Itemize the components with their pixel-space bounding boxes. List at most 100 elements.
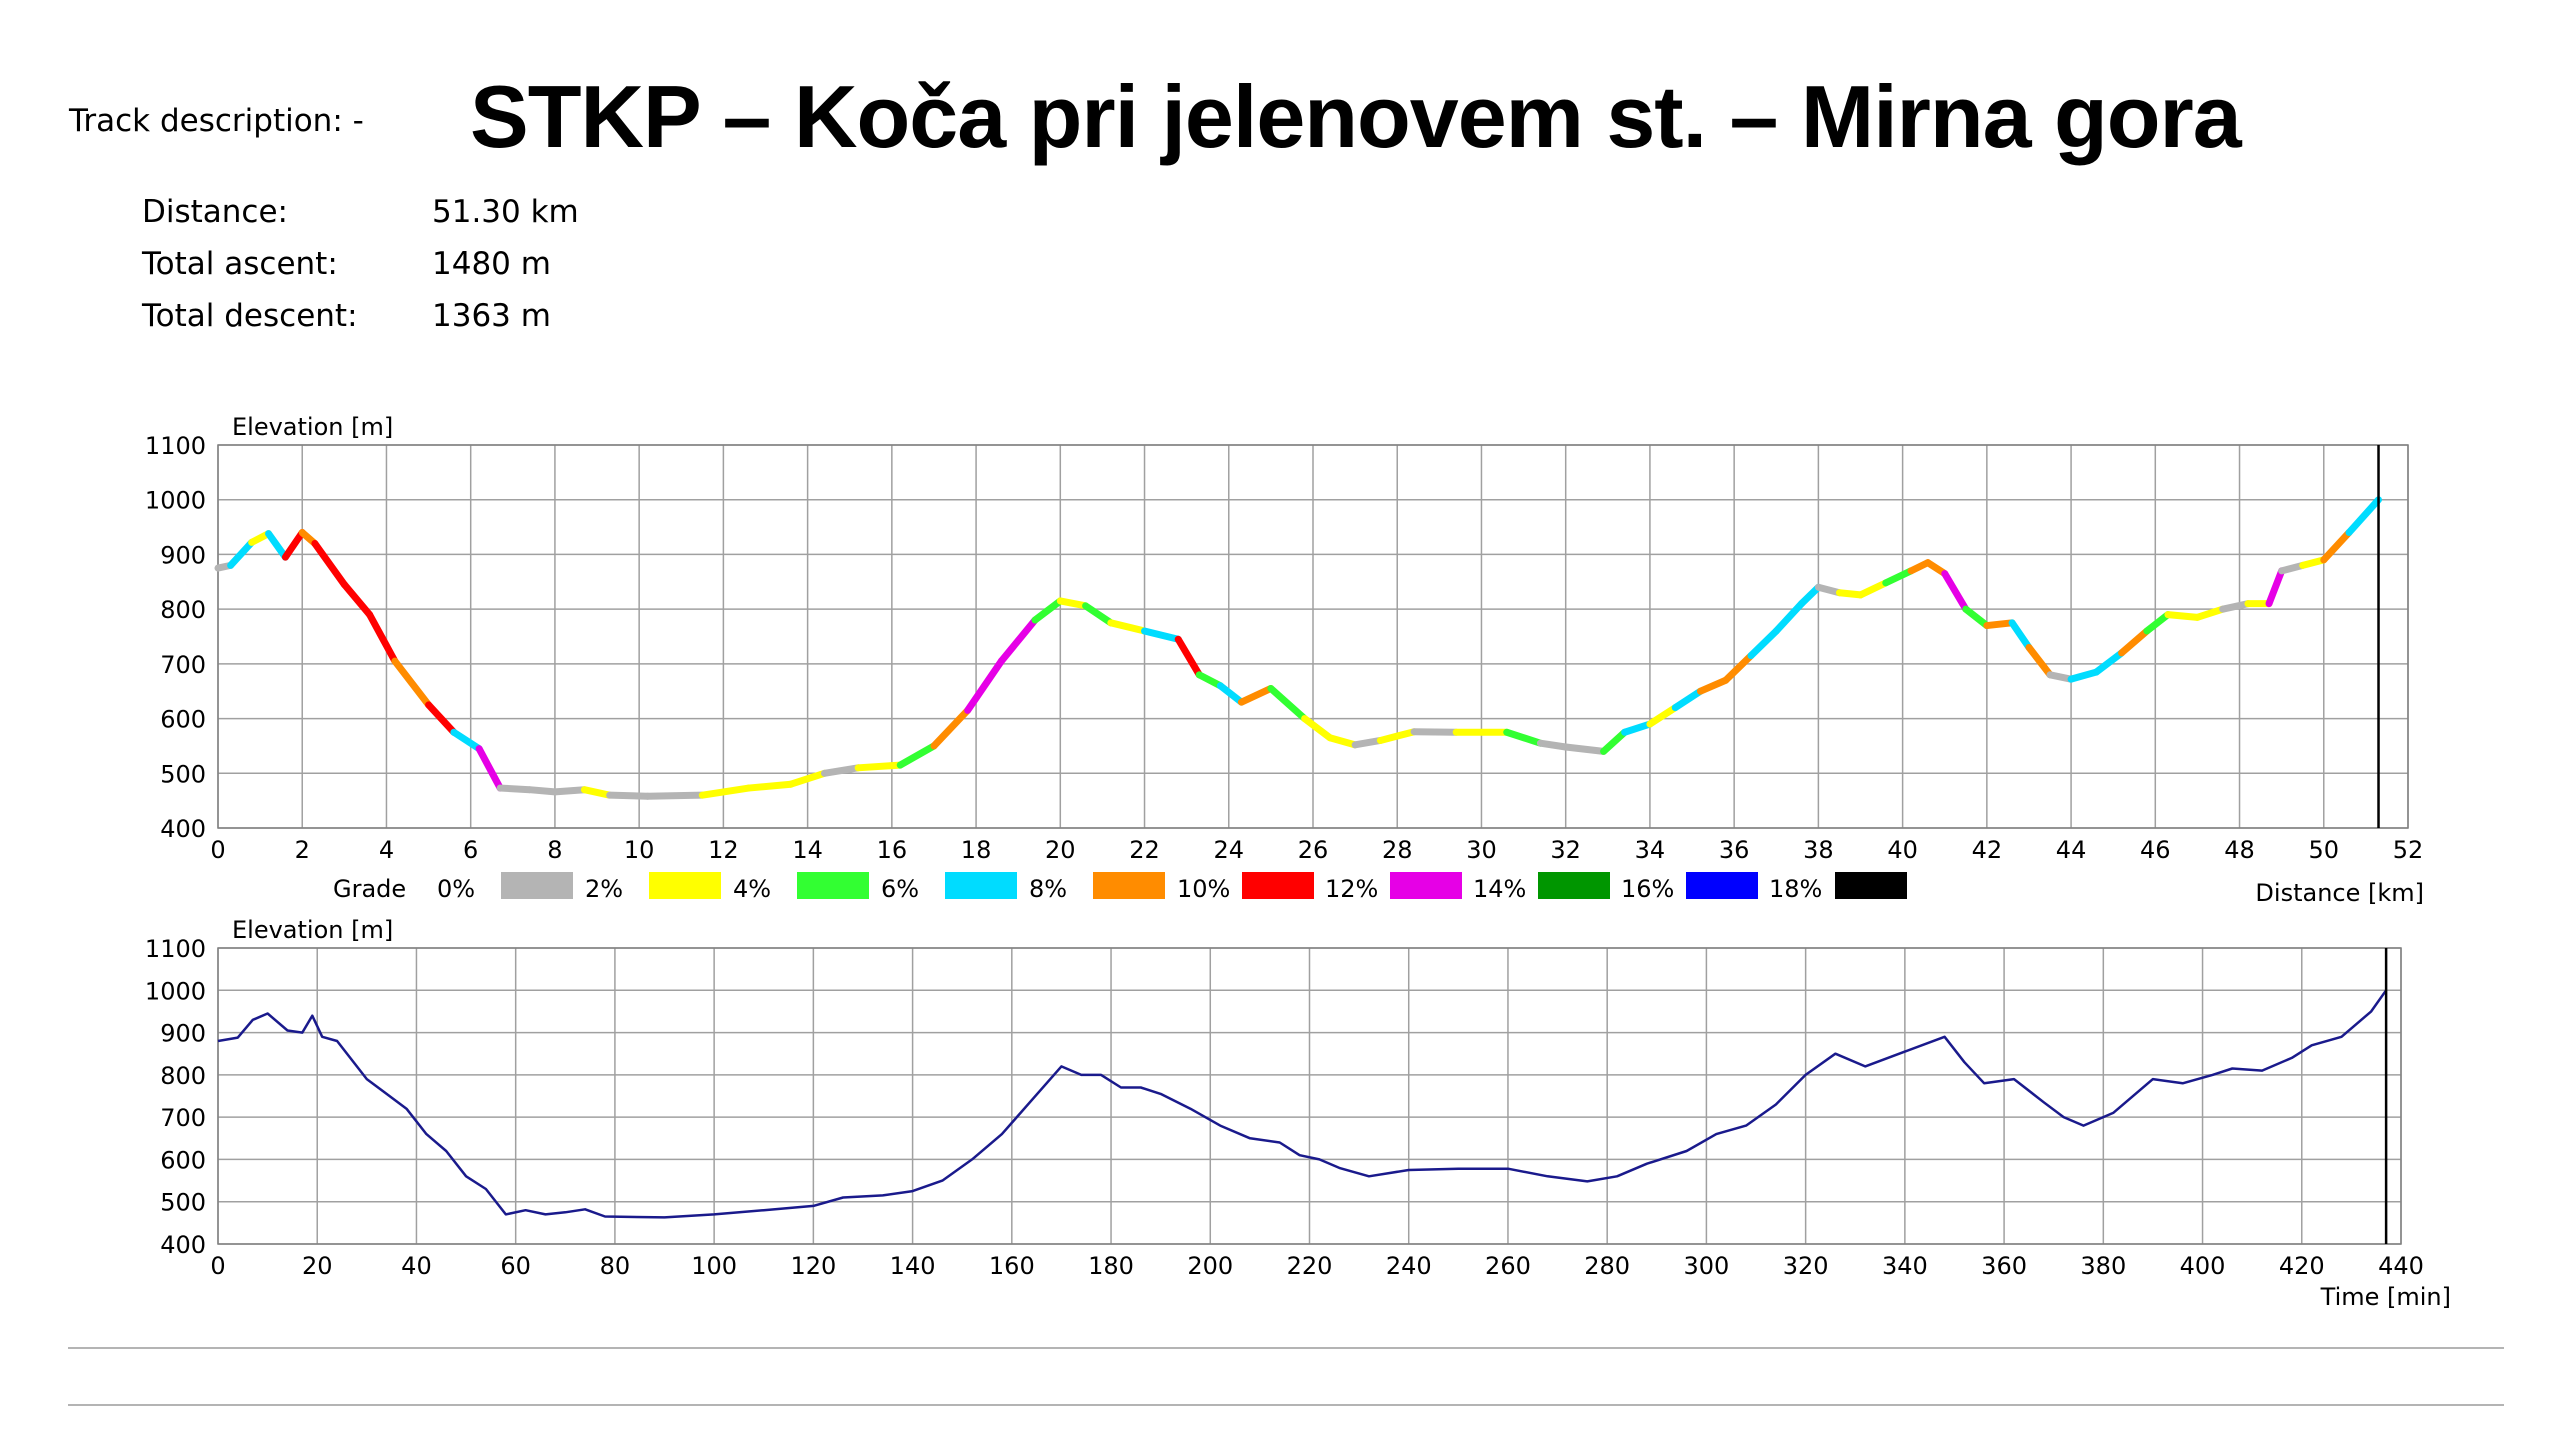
x-tick-label: 52 <box>2393 836 2424 864</box>
x-tick-label: 60 <box>500 1252 531 1280</box>
elevation-segment <box>997 616 1039 665</box>
elevation-segment <box>1195 671 1224 690</box>
elevation-segment <box>1882 567 1915 587</box>
elevation-segment <box>2345 496 2383 537</box>
legend-swatch <box>797 872 869 899</box>
x-tick-label: 12 <box>708 836 739 864</box>
y-tick-label: 900 <box>160 541 206 569</box>
x-tick-label: 30 <box>1466 836 1497 864</box>
legend-label: 4% <box>733 875 771 903</box>
x-tick-label: 46 <box>2140 836 2171 864</box>
elevation-segment <box>2278 561 2307 575</box>
elevation-segment <box>896 742 938 769</box>
legend-title: Grade <box>333 875 406 903</box>
elevation-segment <box>1941 570 1970 613</box>
elevation-segment <box>1237 684 1275 706</box>
x-tick-label: 38 <box>1803 836 1834 864</box>
x-tick-label: 420 <box>2279 1252 2325 1280</box>
stat-value: 1363 m <box>432 298 551 334</box>
x-tick-label: 140 <box>890 1252 936 1280</box>
legend-label: 18% <box>1769 875 1822 903</box>
x-tick-label: 48 <box>2224 836 2255 864</box>
y-axis-label: Elevation [m] <box>232 413 393 441</box>
x-tick-label: 14 <box>792 836 823 864</box>
elevation-segment <box>1983 619 2016 630</box>
elevation-segment <box>820 764 862 777</box>
x-tick-label: 28 <box>1382 836 1413 864</box>
y-tick-label: 800 <box>160 1062 206 1090</box>
elevation-segment <box>1562 743 1608 755</box>
y-tick-label: 400 <box>160 815 206 843</box>
legend-label: 8% <box>1029 875 1067 903</box>
elevation-segment <box>496 784 534 794</box>
x-axis-label: Time [min] <box>2320 1283 2451 1311</box>
x-tick-label: 120 <box>790 1252 836 1280</box>
legend-label: 12% <box>1325 875 1378 903</box>
plot-frame <box>217 947 2402 1245</box>
elevation-segment <box>551 786 588 796</box>
x-tick-label: 400 <box>2180 1252 2226 1280</box>
y-tick-label: 1100 <box>145 935 206 963</box>
y-tick-label: 600 <box>160 706 206 734</box>
elevation-segment <box>1600 728 1629 755</box>
elevation-segment <box>281 529 306 561</box>
x-tick-label: 280 <box>1584 1252 1630 1280</box>
legend-swatch <box>1835 872 1907 899</box>
elevation-segment <box>2092 649 2126 676</box>
elevation-segment <box>2067 668 2100 683</box>
x-tick-label: 36 <box>1719 836 1750 864</box>
elevation-segment <box>475 745 504 792</box>
plot-frame <box>217 444 2409 829</box>
elevation-time-line <box>217 989 2388 1219</box>
y-axis-label: Elevation [m] <box>232 916 393 944</box>
elevation-segment <box>2265 567 2286 608</box>
x-axis-label: Distance [km] <box>2255 879 2424 907</box>
elevation-segment <box>1696 676 1730 695</box>
elevation-segment <box>2164 611 2201 621</box>
track-description: Track description: - <box>69 103 364 139</box>
elevation-segment <box>391 657 433 709</box>
elevation-segment <box>425 701 458 736</box>
y-tick-label: 1000 <box>145 977 206 1005</box>
elevation-segment <box>2118 627 2151 657</box>
legend-swatch <box>1242 872 1314 899</box>
divider-bottom <box>68 1404 2504 1406</box>
elevation-segment <box>930 706 972 750</box>
x-tick-label: 42 <box>1972 836 2003 864</box>
x-tick-label: 440 <box>2378 1252 2424 1280</box>
elevation-segment <box>1857 579 1890 599</box>
stats-table: Distance: 51.30 km Total ascent: 1480 m … <box>142 186 579 342</box>
legend-label: 0% <box>437 875 475 903</box>
y-tick-label: 500 <box>160 760 206 788</box>
x-tick-label: 80 <box>600 1252 631 1280</box>
x-tick-label: 50 <box>2308 836 2339 864</box>
y-tick-label: 900 <box>160 1020 206 1048</box>
stat-label: Distance: <box>142 194 288 230</box>
elevation-segment <box>2219 600 2252 613</box>
elevation-segment <box>366 611 399 665</box>
elevation-segment <box>311 539 348 589</box>
elevation-segment <box>644 791 706 800</box>
stat-row-ascent: Total ascent: 1480 m <box>142 238 579 290</box>
stat-row-descent: Total descent: 1363 m <box>142 290 579 342</box>
elevation-segment <box>1671 687 1704 712</box>
y-tick-label: 700 <box>160 651 206 679</box>
legend-label: 6% <box>881 875 919 903</box>
elevation-segment <box>1835 589 1864 599</box>
x-tick-label: 180 <box>1088 1252 1134 1280</box>
legend-swatch <box>1390 872 1462 899</box>
y-tick-label: 500 <box>160 1189 206 1217</box>
elevation-segment <box>2320 529 2353 564</box>
x-tick-label: 160 <box>989 1252 1035 1280</box>
stat-value: 1480 m <box>432 246 551 282</box>
x-tick-label: 40 <box>401 1252 432 1280</box>
stat-label: Total ascent: <box>142 246 338 282</box>
elevation-segment <box>2008 619 2033 651</box>
elevation-segment <box>1376 728 1418 744</box>
legend-label: 16% <box>1621 875 1674 903</box>
elevation-segment <box>1351 736 1384 749</box>
x-tick-label: 44 <box>2056 836 2087 864</box>
elevation-segment <box>1216 682 1245 706</box>
elevation-segment <box>2143 611 2172 635</box>
